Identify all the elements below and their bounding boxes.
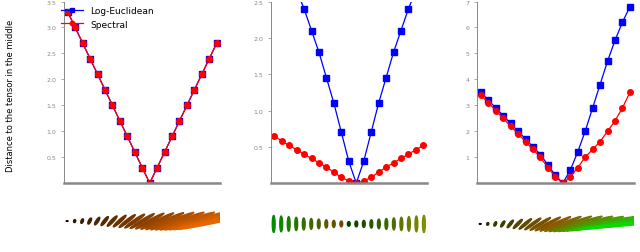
Ellipse shape [400,217,403,231]
Ellipse shape [540,217,571,231]
Legend: Log-Euclidean, Spectral: Log-Euclidean, Spectral [61,7,154,29]
Ellipse shape [392,218,396,230]
Ellipse shape [513,219,522,229]
Ellipse shape [174,213,246,230]
Ellipse shape [554,216,602,232]
Ellipse shape [113,215,126,227]
Ellipse shape [525,218,541,230]
Ellipse shape [156,212,204,230]
Ellipse shape [317,219,320,229]
Ellipse shape [545,217,581,231]
Ellipse shape [422,215,426,233]
Ellipse shape [170,212,236,230]
Ellipse shape [519,219,531,229]
Ellipse shape [370,220,372,228]
Text: Distance to the tensor in the middle: Distance to the tensor in the middle [6,20,15,172]
Ellipse shape [535,217,561,231]
Ellipse shape [500,221,505,227]
Ellipse shape [287,217,290,231]
Ellipse shape [385,219,388,229]
Ellipse shape [136,213,164,229]
Ellipse shape [408,217,410,231]
Ellipse shape [150,213,194,230]
Ellipse shape [165,212,225,230]
Ellipse shape [579,218,640,230]
Ellipse shape [332,220,335,228]
Ellipse shape [125,214,145,228]
Ellipse shape [119,215,135,228]
Ellipse shape [566,217,634,231]
Ellipse shape [141,213,173,229]
Ellipse shape [146,213,184,230]
Ellipse shape [310,219,313,229]
Ellipse shape [74,220,76,223]
Ellipse shape [302,218,305,230]
Ellipse shape [95,217,100,225]
Ellipse shape [348,222,350,226]
Ellipse shape [575,218,640,230]
Ellipse shape [280,216,283,232]
Ellipse shape [66,221,68,222]
Ellipse shape [549,216,591,232]
Ellipse shape [108,216,117,226]
Ellipse shape [295,217,298,231]
Ellipse shape [355,221,358,227]
Ellipse shape [81,219,84,224]
Ellipse shape [486,223,489,225]
Ellipse shape [160,212,214,230]
Ellipse shape [530,218,550,230]
Ellipse shape [494,222,497,226]
Ellipse shape [325,220,328,228]
Ellipse shape [563,217,623,231]
Ellipse shape [131,214,154,229]
Ellipse shape [415,216,418,232]
Ellipse shape [571,217,640,231]
Ellipse shape [101,217,108,226]
Ellipse shape [272,215,275,233]
Ellipse shape [340,221,342,227]
Ellipse shape [179,213,257,229]
Ellipse shape [88,218,92,224]
Ellipse shape [507,220,513,228]
Ellipse shape [362,220,365,228]
Ellipse shape [584,219,640,229]
Ellipse shape [378,219,380,229]
Ellipse shape [558,216,612,232]
